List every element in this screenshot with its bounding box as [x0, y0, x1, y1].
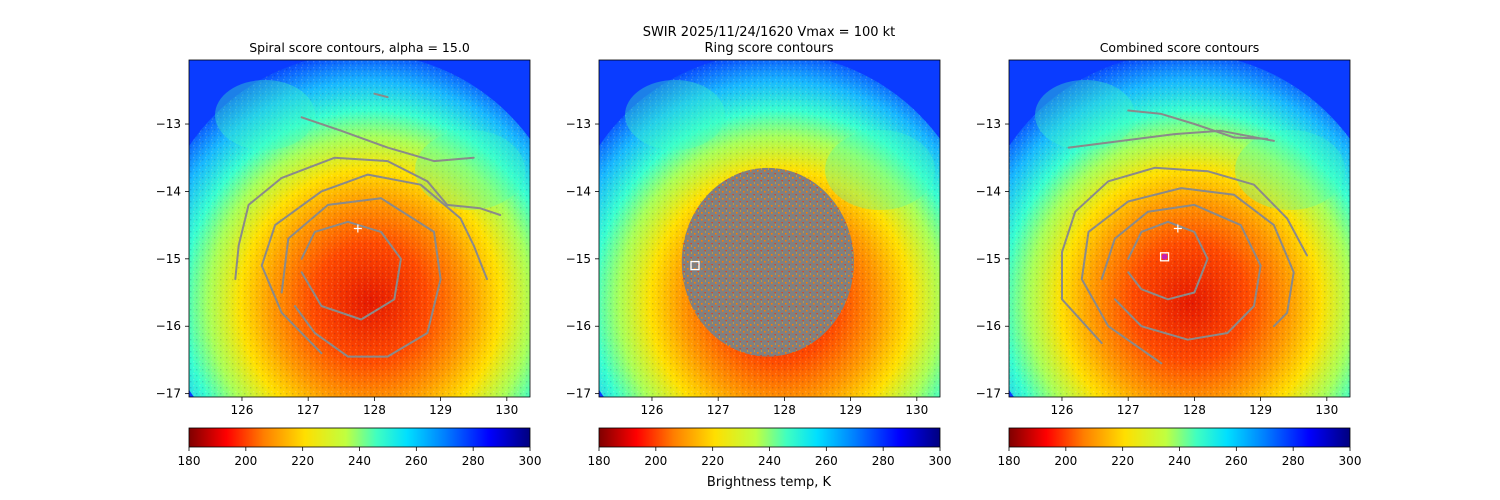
- panel-ring: Ring score contours 126 127 128 129 130 −13 −1…: [566, 41, 941, 417]
- combined-contour-inner: [1127, 220, 1209, 301]
- colorbar-tick-label: 220: [701, 454, 724, 468]
- heatmap-spiral: [189, 60, 530, 397]
- colorbar-tick-label: 280: [872, 454, 895, 468]
- colorbar-tick-label: 300: [929, 454, 952, 468]
- heatmap-ring: [599, 60, 940, 397]
- ring-center-marker: [690, 260, 700, 271]
- combined-contours: [1061, 109, 1308, 365]
- panel-title-spiral: Spiral score contours, alpha = 15.0: [249, 40, 470, 55]
- storm-center-marker: [1173, 224, 1182, 233]
- x-tick-label: 127: [1117, 403, 1140, 417]
- combined-contour-band: [1061, 166, 1308, 345]
- x-tick-label: 130: [1315, 403, 1338, 417]
- spiral-contour-small: [373, 92, 389, 99]
- colorbar: [188, 427, 531, 448]
- axes-frame-ring: [598, 59, 941, 398]
- spiral-contour-outer: [260, 173, 488, 355]
- y-tick-label: −16: [156, 319, 181, 333]
- y-tick-label: −14: [156, 184, 181, 198]
- x-tick-label: 130: [905, 403, 928, 417]
- colorbar-tick-label: 220: [291, 454, 314, 468]
- combined-contour-top: [1067, 129, 1275, 149]
- colorbar-tick-label: 280: [1282, 454, 1305, 468]
- y-tick-label: −14: [976, 184, 1001, 198]
- colorbar-tick-label: 300: [1339, 454, 1362, 468]
- spiral-contour-middle: [280, 197, 442, 358]
- colorbar-tick-label: 260: [1225, 454, 1248, 468]
- axis-ticks-spiral: 126 127 128 129 130 −13 −14 −15 −16 −17: [156, 117, 519, 417]
- colorbar-tick-label: 220: [1111, 454, 1134, 468]
- y-tick-label: −13: [976, 117, 1001, 131]
- colorbar-tick-label: 260: [815, 454, 838, 468]
- colorbar: [1008, 427, 1351, 448]
- axes-frame-spiral: [188, 59, 531, 398]
- colorbar-tick-label: 200: [644, 454, 667, 468]
- colorbar-tick-label: 200: [234, 454, 257, 468]
- combined-contour-small: [1127, 109, 1269, 140]
- colorbar-tick-label: 180: [588, 454, 611, 468]
- y-tick-label: −16: [976, 319, 1001, 333]
- colorbar-tick-label: 300: [519, 454, 542, 468]
- y-tick-label: −15: [566, 252, 591, 266]
- x-tick-label: 127: [297, 403, 320, 417]
- colorbar-tick-label: 240: [758, 454, 781, 468]
- panel-spiral: Spiral score contours, alpha = 15.0 126 1…: [156, 40, 531, 417]
- x-tick-label: 126: [641, 403, 664, 417]
- y-tick-label: −15: [156, 252, 181, 266]
- x-tick-label: 129: [429, 403, 452, 417]
- spiral-contours: [234, 92, 502, 358]
- x-tick-label: 129: [839, 403, 862, 417]
- figure-suptitle: SWIR 2025/11/24/1620 Vmax = 100 kt: [643, 25, 896, 40]
- y-tick-label: −14: [566, 184, 591, 198]
- y-tick-label: −17: [156, 387, 181, 401]
- heatmap-combined: [1009, 60, 1350, 397]
- panel-title-combined: Combined score contours: [1100, 40, 1260, 55]
- y-tick-label: −16: [566, 319, 591, 333]
- x-tick-label: 126: [1051, 403, 1074, 417]
- colorbar-label: Brightness temp, K: [707, 475, 832, 490]
- x-tick-label: 127: [707, 403, 730, 417]
- colorbar-tick-label: 280: [462, 454, 485, 468]
- axis-ticks-ring: 126 127 128 129 130 −13 −14 −15 −16 −17: [566, 117, 929, 417]
- ring-score-region: [681, 167, 854, 357]
- colorbar-tick-label: 180: [178, 454, 201, 468]
- combined-contour-middle: [1100, 203, 1262, 341]
- x-tick-label: 128: [363, 403, 386, 417]
- x-tick-label: 128: [773, 403, 796, 417]
- colorbar: [598, 427, 941, 448]
- figure-suptitle-line2: Ring score contours: [704, 41, 833, 56]
- y-tick-label: −15: [976, 252, 1001, 266]
- colorbar-tick-label: 200: [1054, 454, 1077, 468]
- y-tick-label: −17: [976, 387, 1001, 401]
- y-tick-label: −17: [566, 387, 591, 401]
- spiral-contour-band: [234, 156, 502, 281]
- x-tick-label: 130: [495, 403, 518, 417]
- y-tick-label: −13: [566, 117, 591, 131]
- axis-ticks-combined: 126 127 128 129 130 −13 −14 −15 −16 −17: [976, 117, 1339, 417]
- combined-contour-outer: [1080, 187, 1295, 365]
- x-tick-label: 126: [231, 403, 254, 417]
- panel-combined: Combined score contours 126 127 128 129 130 −…: [976, 40, 1351, 417]
- colorbar-tick-label: 240: [1168, 454, 1191, 468]
- combined-center-marker: [1161, 253, 1168, 260]
- colorbars: 180 200 220 240 260 280 300 180 200 220 240 260 280 3…: [178, 427, 1362, 468]
- colorbar-tick-label: 180: [998, 454, 1021, 468]
- colorbar-tick-label: 260: [405, 454, 428, 468]
- x-tick-label: 128: [1183, 403, 1206, 417]
- x-tick-label: 129: [1249, 403, 1272, 417]
- axes-frame-combined: [1008, 59, 1351, 398]
- spiral-contour-inner: [300, 220, 402, 321]
- storm-center-marker: [353, 224, 362, 233]
- colorbar-tick-label: 240: [348, 454, 371, 468]
- y-tick-label: −13: [156, 117, 181, 131]
- spiral-contour-top: [300, 116, 475, 163]
- combined-center-square: [1159, 252, 1170, 262]
